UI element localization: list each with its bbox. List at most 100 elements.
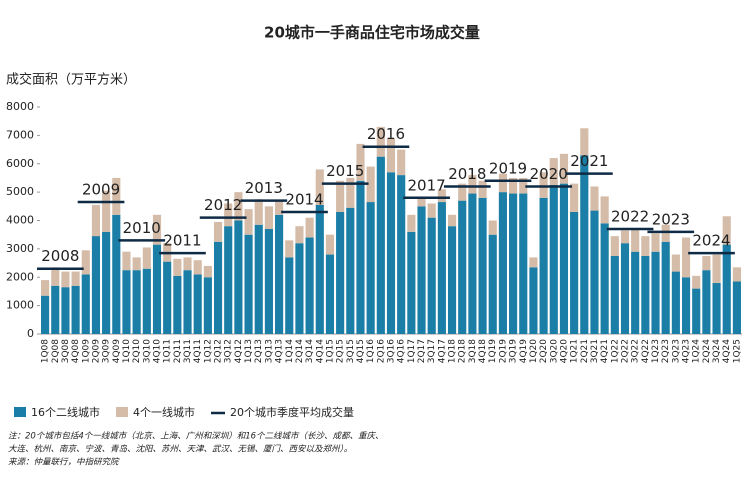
bar-segment (427, 203, 436, 218)
x-tick-label: 1Q08 (41, 339, 51, 364)
bar-segment (671, 254, 680, 272)
bar-segment (305, 237, 314, 334)
x-tick-label: 4Q23 (682, 339, 692, 363)
bar-segment (244, 234, 253, 334)
bar-segment (661, 224, 670, 242)
bar-segment (336, 211, 345, 334)
x-tick-label: 3Q23 (671, 339, 681, 363)
bar-segment (142, 268, 151, 334)
x-tick-label: 2Q18 (458, 339, 468, 364)
year-label: 2009 (82, 181, 120, 199)
x-tick-label: 1Q21 (570, 339, 580, 363)
legend-swatch (116, 407, 128, 417)
bar-segment (651, 233, 660, 252)
bar-segment (132, 257, 141, 271)
bar-segment (519, 177, 528, 194)
x-tick-label: 4Q21 (600, 339, 610, 363)
bar-segment (712, 282, 721, 334)
bar-segment (671, 271, 680, 334)
bar-segment (559, 183, 569, 334)
legend-label: 4个一线城市 (133, 405, 195, 419)
bar-segment (264, 206, 273, 230)
year-label: 2011 (163, 232, 201, 250)
x-tick-label: 3Q10 (142, 339, 152, 364)
bar-segment (529, 257, 538, 268)
bar-segment (234, 192, 243, 221)
bar-segment (41, 295, 50, 334)
bar-segment (152, 244, 162, 334)
note: 大连、杭州、南京、宁波、青岛、沈阳、苏州、天津、武汉、无锡、厦门、西安以及郑州）… (8, 444, 352, 455)
y-tick-label: 4000 (6, 214, 34, 227)
y-tick-label: 5000 (6, 185, 34, 198)
bar-segment (407, 214, 416, 232)
bar-segment (376, 126, 385, 157)
x-tick-label: 2Q21 (580, 339, 590, 363)
x-tick-label: 3Q20 (549, 339, 559, 364)
bar-segment (549, 158, 558, 186)
bar-segment (285, 240, 294, 258)
bar-segment (641, 236, 650, 256)
x-tick-label: 3Q21 (590, 339, 600, 363)
bar-segment (529, 267, 538, 334)
x-tick-label: 4Q12 (234, 339, 244, 363)
x-tick-label: 1Q19 (488, 339, 498, 364)
bar-segment (620, 230, 630, 244)
y-tick-label: 2000 (6, 270, 34, 283)
bar-segment (91, 204, 101, 237)
year-label: 2021 (570, 152, 608, 170)
bar-segment (305, 217, 314, 238)
year-label: 2020 (530, 165, 568, 183)
bar-segment (254, 199, 263, 225)
year-label: 2013 (245, 179, 283, 197)
bar-segment (346, 207, 355, 334)
x-tick-label: 2Q09 (91, 339, 101, 364)
x-tick-label: 3Q24 (712, 339, 722, 364)
x-tick-label: 3Q14 (305, 339, 315, 364)
bar-segment (295, 243, 304, 334)
bar-segment (519, 193, 528, 334)
bar-segment (641, 255, 650, 334)
bar-segment (692, 275, 701, 289)
x-tick-label: 2Q20 (539, 339, 549, 364)
bar-segment (681, 237, 691, 278)
bar-segment (173, 275, 182, 334)
bar-segment (488, 220, 497, 235)
bar-segment (681, 277, 691, 334)
bar-segment (366, 202, 375, 334)
year-label: 2012 (204, 196, 242, 214)
x-tick-label: 2Q23 (661, 339, 671, 363)
x-tick-label: 4Q14 (315, 339, 325, 364)
y-tick-label: 6000 (6, 157, 34, 170)
legend-label: 16个二线城市 (31, 405, 100, 419)
x-tick-label: 2Q11 (173, 339, 183, 363)
bar-segment (275, 214, 284, 334)
year-label: 2016 (367, 125, 405, 143)
bar-segment (651, 251, 660, 334)
bar-segment (376, 156, 385, 334)
bar-segment (285, 257, 294, 334)
x-tick-label: 4Q08 (71, 339, 81, 364)
x-tick-label: 1Q16 (366, 339, 376, 364)
y-tick-label: 0 (27, 327, 34, 340)
x-tick-label: 4Q22 (641, 339, 651, 363)
x-tick-label: 2Q14 (295, 339, 305, 364)
x-tick-label: 2Q24 (702, 339, 712, 364)
x-tick-label: 4Q09 (112, 339, 122, 364)
x-tick-label: 1Q23 (651, 339, 661, 363)
x-tick-label: 1Q12 (203, 339, 213, 363)
bar-segment (509, 177, 518, 194)
year-label: 2018 (448, 165, 486, 183)
bar-segment (325, 234, 335, 255)
bar-segment (509, 193, 518, 334)
bar-segment (427, 217, 436, 334)
year-label: 2019 (489, 159, 527, 177)
y-tick-label: 1000 (6, 299, 34, 312)
x-tick-label: 2Q19 (498, 339, 508, 364)
bar-segment (51, 285, 60, 334)
bar-segment (275, 200, 284, 215)
bar-segment (458, 183, 467, 201)
bar-segment (478, 197, 487, 334)
bar-segment (122, 251, 131, 271)
bar-segment (336, 180, 345, 212)
